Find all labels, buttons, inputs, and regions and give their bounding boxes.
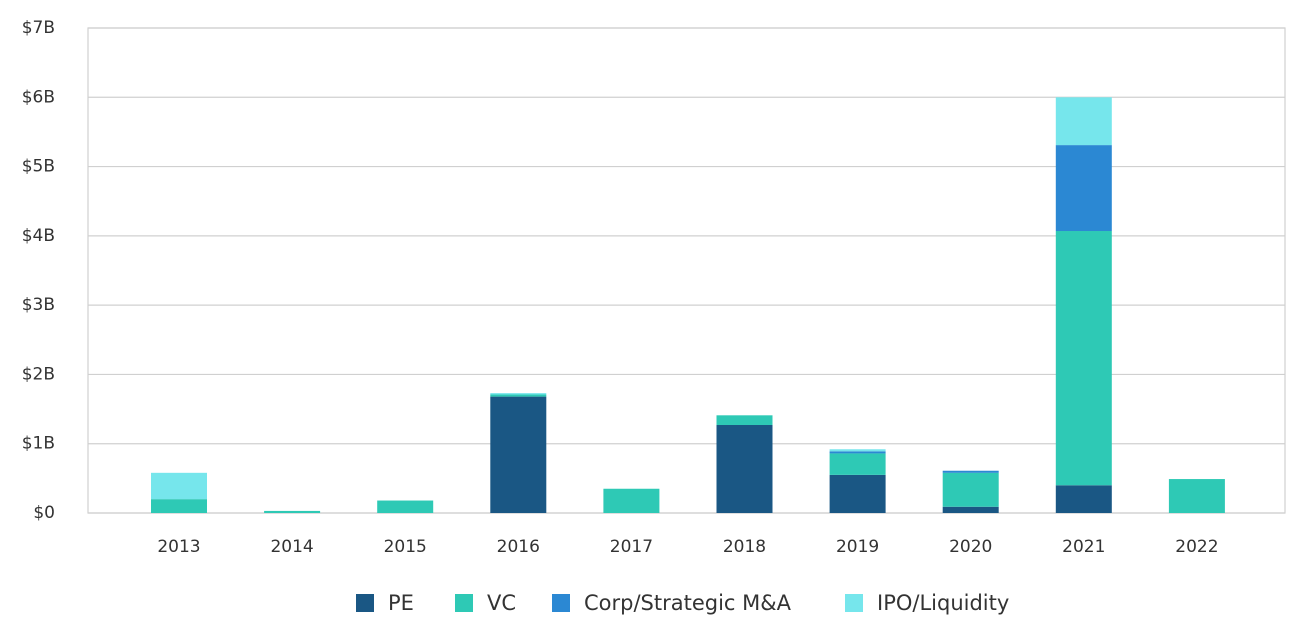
bar-segment — [829, 453, 886, 475]
y-tick-label: $6B — [22, 87, 55, 107]
bar-segment — [942, 472, 999, 507]
legend-swatch — [552, 594, 570, 612]
bar-segment — [1055, 97, 1112, 146]
bar-segment — [829, 449, 886, 452]
legend-label: PE — [388, 591, 414, 615]
y-tick-label: $7B — [22, 18, 55, 38]
bar-segment — [716, 425, 773, 513]
bar-segment — [1168, 479, 1225, 513]
bar-segment — [829, 451, 886, 454]
x-tick-label: 2017 — [610, 537, 653, 557]
bar-segment — [264, 510, 321, 513]
legend-label: VC — [487, 591, 516, 615]
bar-segment — [829, 474, 886, 513]
bar-segment — [716, 415, 773, 426]
y-tick-label: $3B — [22, 295, 55, 315]
bar-segment — [151, 499, 207, 513]
bar-segment — [490, 394, 547, 397]
x-tick-label: 2019 — [836, 537, 879, 557]
y-tick-label: $4B — [22, 226, 55, 246]
y-tick-label: $0 — [33, 503, 55, 523]
legend-label: IPO/Liquidity — [877, 591, 1009, 615]
bar-segment — [1055, 231, 1112, 486]
legend-label: Corp/Strategic M&A — [584, 591, 792, 615]
bar-segment — [1055, 145, 1112, 232]
legend-swatch — [845, 594, 863, 612]
bar-segment — [603, 488, 660, 513]
bar-segment — [490, 396, 547, 513]
x-tick-label: 2014 — [270, 537, 313, 557]
bar-segment — [1055, 485, 1112, 513]
bar-segment — [377, 500, 434, 513]
bar-segment — [151, 472, 207, 500]
x-tick-label: 2016 — [497, 537, 540, 557]
x-tick-label: 2015 — [384, 537, 427, 557]
legend-swatch — [455, 594, 473, 612]
legend-swatch — [356, 594, 374, 612]
bar-segment — [490, 393, 547, 395]
bar-segment — [942, 470, 999, 473]
y-tick-label: $2B — [22, 364, 55, 384]
x-tick-label: 2020 — [949, 537, 992, 557]
y-tick-label: $1B — [22, 434, 55, 454]
x-tick-label: 2021 — [1062, 537, 1105, 557]
x-tick-label: 2018 — [723, 537, 766, 557]
y-tick-label: $5B — [22, 157, 55, 177]
bar-segment — [942, 506, 999, 513]
x-tick-label: 2022 — [1175, 537, 1218, 557]
x-tick-label: 2013 — [157, 537, 200, 557]
